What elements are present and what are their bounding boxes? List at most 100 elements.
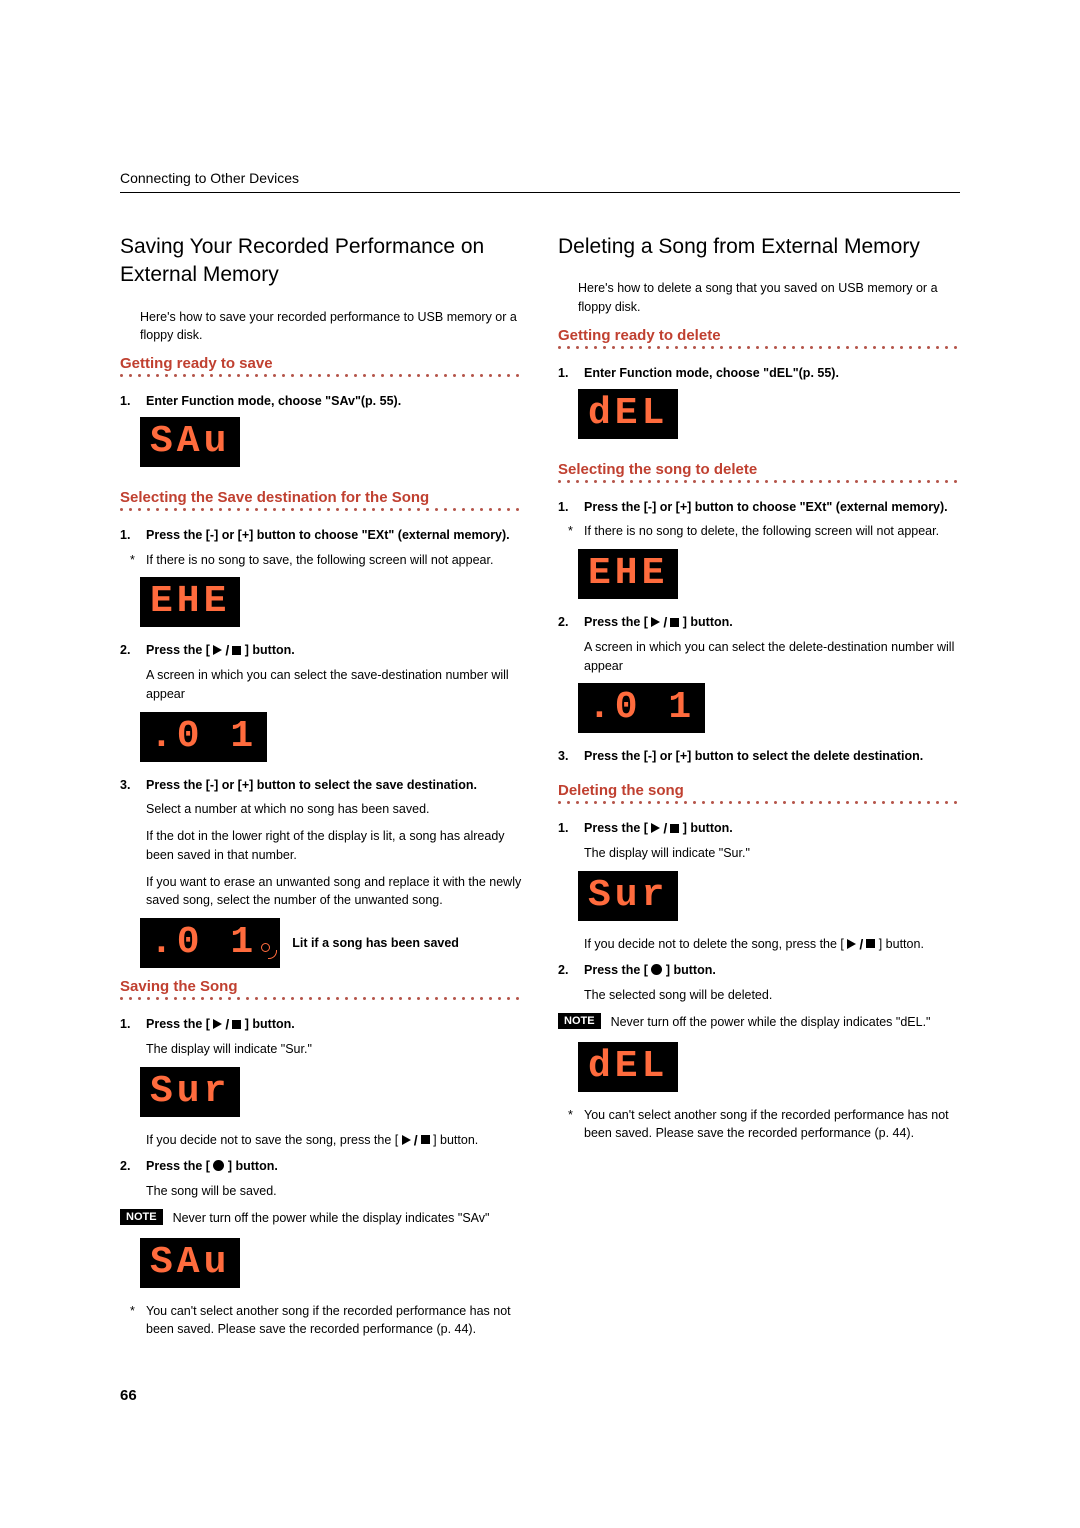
- step-body: Select a number at which no song has bee…: [120, 800, 522, 819]
- step-2: 2. Press the [ / ] button.: [558, 613, 960, 632]
- asterisk-text: If there is no song to save, the followi…: [146, 551, 522, 570]
- note-text: Never turn off the power while the displ…: [611, 1013, 960, 1032]
- step-number: 3.: [120, 776, 146, 795]
- asterisk-text: If there is no song to delete, the follo…: [584, 522, 960, 541]
- step-2: 2. Press the [ / ] button.: [120, 641, 522, 660]
- lcd-text: dEL: [588, 1045, 668, 1088]
- step-3: 3. Press the [-] or [+] button to select…: [120, 776, 522, 795]
- step-after-part: ] button.: [875, 937, 924, 951]
- note-row: NOTE Never turn off the power while the …: [558, 1013, 960, 1032]
- lcd-text: dEL: [588, 392, 668, 435]
- lcd-display-ext: EHE: [140, 577, 240, 627]
- step-number: 1.: [120, 392, 146, 411]
- record-icon: [651, 964, 662, 975]
- lcd-text: SAu: [150, 1241, 230, 1284]
- header-divider: [120, 192, 960, 193]
- page-header: Connecting to Other Devices: [120, 170, 960, 186]
- left-section-title: Saving Your Recorded Performance on Exte…: [120, 233, 522, 290]
- lcd-display-01: .0 1: [578, 683, 705, 733]
- step-after-part: If you decide not to delete the song, pr…: [584, 937, 847, 951]
- step-text-part: ] button.: [662, 963, 715, 977]
- step-1b: 1. Press the [-] or [+] button to choose…: [120, 526, 522, 545]
- step-2c: 2. Press the [ ] button.: [120, 1157, 522, 1176]
- lcd-caption: Lit if a song has been saved: [292, 936, 459, 950]
- lcd-text: EHE: [150, 580, 230, 623]
- play-stop-icon: /: [402, 1135, 430, 1145]
- left-subhead-select-dest: Selecting the Save destination for the S…: [120, 489, 522, 506]
- step-number: 2.: [558, 613, 584, 632]
- step-1c: 1. Press the [ / ] button.: [120, 1015, 522, 1034]
- step-text-part: ] button.: [224, 1159, 277, 1173]
- step-number: 1.: [120, 526, 146, 545]
- note-badge: NOTE: [558, 1013, 601, 1029]
- step-body: The display will indicate "Sur.": [120, 1040, 522, 1059]
- step-text-part: Press the [: [584, 821, 651, 835]
- step-text: Press the [ ] button.: [146, 1157, 522, 1176]
- lcd-text: .0 1: [150, 921, 257, 964]
- step-text-part: Press the [: [584, 615, 651, 629]
- play-stop-icon: /: [651, 823, 679, 833]
- step-1c: 1. Press the [ / ] button.: [558, 819, 960, 838]
- step-number: 1.: [120, 1015, 146, 1034]
- left-intro: Here's how to save your recorded perform…: [120, 308, 522, 346]
- step-number: 1.: [558, 498, 584, 517]
- step-text: Press the [-] or [+] button to choose "E…: [146, 526, 522, 545]
- step-after-part: If you decide not to save the song, pres…: [146, 1133, 402, 1147]
- asterisk-note: * You can't select another song if the r…: [120, 1302, 522, 1340]
- asterisk-note: * If there is no song to delete, the fol…: [558, 522, 960, 541]
- asterisk-note: * If there is no song to save, the follo…: [120, 551, 522, 570]
- step-body: The song will be saved.: [120, 1182, 522, 1201]
- dotted-rule: [120, 374, 522, 382]
- step-number: 2.: [558, 961, 584, 980]
- step-number: 3.: [558, 747, 584, 766]
- step-after: If you decide not to save the song, pres…: [120, 1131, 522, 1150]
- record-icon: [213, 1160, 224, 1171]
- step-text-part: Press the [: [146, 1017, 213, 1031]
- left-subhead-saving: Saving the Song: [120, 978, 522, 995]
- right-column: Deleting a Song from External Memory Her…: [558, 233, 960, 1347]
- left-subhead-ready: Getting ready to save: [120, 355, 522, 372]
- right-subhead-select: Selecting the song to delete: [558, 461, 960, 478]
- lcd-text: .0 1: [588, 686, 695, 729]
- right-subhead-deleting: Deleting the song: [558, 782, 960, 799]
- step-text-part: ] button.: [679, 615, 732, 629]
- step-text-part: ] button.: [241, 643, 294, 657]
- step-after-part: ] button.: [430, 1133, 479, 1147]
- lcd-with-caption: .0 1 Lit if a song has been saved: [140, 918, 522, 968]
- play-stop-icon: /: [213, 1019, 241, 1029]
- step-number: 2.: [120, 641, 146, 660]
- two-column-layout: Saving Your Recorded Performance on Exte…: [120, 233, 960, 1347]
- step-text: Enter Function mode, choose "dEL"(p. 55)…: [584, 364, 960, 383]
- note-badge: NOTE: [120, 1209, 163, 1225]
- lcd-display-sav2: SAu: [140, 1238, 240, 1288]
- step-text: Press the [-] or [+] button to choose "E…: [584, 498, 960, 517]
- left-column: Saving Your Recorded Performance on Exte…: [120, 233, 522, 1347]
- step-text-part: Press the [: [146, 643, 213, 657]
- lcd-text: EHE: [588, 552, 668, 595]
- dotted-rule: [120, 997, 522, 1005]
- step-text-part: ] button.: [241, 1017, 294, 1031]
- right-subhead-ready: Getting ready to delete: [558, 327, 960, 344]
- step-text: Press the [ / ] button.: [584, 819, 960, 838]
- asterisk-text: You can't select another song if the rec…: [146, 1302, 522, 1340]
- step-text-part: ] button.: [679, 821, 732, 835]
- step-text: Enter Function mode, choose "SAv"(p. 55)…: [146, 392, 522, 411]
- right-section-title: Deleting a Song from External Memory: [558, 233, 960, 261]
- play-stop-icon: /: [847, 939, 875, 949]
- play-stop-icon: /: [651, 617, 679, 627]
- lcd-text: Sur: [588, 874, 668, 917]
- lcd-display-sav: SAu: [140, 417, 240, 467]
- dotted-rule: [558, 801, 960, 809]
- play-stop-icon: /: [213, 645, 241, 655]
- step-body: A screen in which you can select the del…: [558, 638, 960, 676]
- step-body: A screen in which you can select the sav…: [120, 666, 522, 704]
- step-after: If you decide not to delete the song, pr…: [558, 935, 960, 954]
- lcd-text: SAu: [150, 420, 230, 463]
- lcd-text: .0 1: [150, 715, 257, 758]
- step-number: 1.: [558, 819, 584, 838]
- step-body: The selected song will be deleted.: [558, 986, 960, 1005]
- lcd-display-sur: Sur: [140, 1067, 240, 1117]
- asterisk-text: You can't select another song if the rec…: [584, 1106, 960, 1144]
- lcd-display-01: .0 1: [140, 712, 267, 762]
- asterisk-icon: *: [568, 522, 584, 541]
